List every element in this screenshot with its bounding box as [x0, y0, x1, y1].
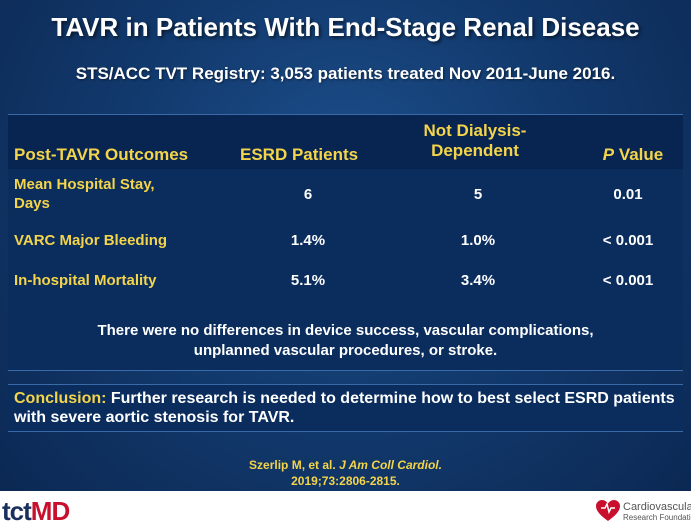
- outcomes-table: Post-TAVR Outcomes ESRD Patients Not Dia…: [8, 114, 683, 371]
- row-esrd-value: 5.1%: [290, 272, 326, 289]
- tctmd-logo-tct: tct: [2, 496, 32, 526]
- tctmd-logo: tctMD: [2, 496, 70, 527]
- table-row: In-hospital Mortality 5.1% 3.4% < 0.001: [8, 263, 683, 303]
- table-header: Post-TAVR Outcomes ESRD Patients Not Dia…: [8, 115, 683, 169]
- citation-line1: Szerlip M, et al. J Am Coll Cardiol.: [0, 457, 691, 473]
- citation-authors: Szerlip M, et al.: [249, 458, 340, 472]
- citation: Szerlip M, et al. J Am Coll Cardiol. 201…: [0, 457, 691, 489]
- row-not-dialysis-value: 5: [473, 186, 483, 203]
- heart-icon: [596, 500, 620, 521]
- conclusion-lead: Conclusion:: [14, 390, 107, 407]
- row-label-line2: Days: [14, 195, 50, 212]
- header-not-dialysis-line2: Dependent: [431, 141, 519, 160]
- header-p-rest: Value: [614, 145, 664, 164]
- row-esrd-value: 6: [303, 186, 313, 203]
- crf-logo-sub: Research Foundation: [623, 513, 691, 522]
- conclusion-text: Further research is needed to determine …: [14, 390, 675, 426]
- row-label: Mean Hospital Stay, Days: [14, 175, 155, 213]
- citation-journal: J Am Coll Cardiol.: [339, 458, 442, 472]
- header-not-dialysis: Not Dialysis- Dependent: [400, 121, 550, 161]
- row-not-dialysis-value: 1.0%: [460, 232, 496, 249]
- table-note: There were no differences in device succ…: [8, 321, 683, 361]
- slide-title: TAVR in Patients With End-Stage Renal Di…: [51, 12, 640, 42]
- header-outcomes: Post-TAVR Outcomes: [14, 145, 189, 164]
- footer-bar: tctMD Cardiovascular Research Foundation: [0, 491, 691, 532]
- header-not-dialysis-line1: Not Dialysis-: [423, 121, 527, 140]
- row-p-value: 0.01: [613, 186, 643, 203]
- table-row: Mean Hospital Stay, Days 6 5 0.01: [8, 173, 683, 213]
- table-row: VARC Major Bleeding 1.4% 1.0% < 0.001: [8, 223, 683, 263]
- table-note-line1: There were no differences in device succ…: [97, 322, 594, 339]
- crf-logo-name: Cardiovascular: [623, 501, 691, 513]
- table-note-line2: unplanned vascular procedures, or stroke…: [193, 342, 498, 359]
- crf-logo: Cardiovascular Research Foundation: [595, 497, 691, 527]
- slide-subtitle: STS/ACC TVT Registry: 3,053 patients tre…: [75, 64, 616, 83]
- row-esrd-value: 1.4%: [290, 232, 326, 249]
- tctmd-logo-md: MD: [30, 496, 70, 526]
- conclusion-box: Conclusion: Further research is needed t…: [8, 384, 683, 432]
- row-not-dialysis-value: 3.4%: [460, 272, 496, 289]
- row-p-value: < 0.001: [602, 232, 654, 249]
- header-esrd: ESRD Patients: [240, 145, 359, 164]
- header-p-italic: P: [602, 145, 615, 164]
- row-label: In-hospital Mortality: [14, 272, 157, 289]
- row-label-line1: Mean Hospital Stay,: [14, 176, 155, 193]
- header-p-value: P Value: [588, 145, 678, 165]
- row-p-value: < 0.001: [602, 272, 654, 289]
- citation-ref: 2019;73:2806-2815.: [291, 474, 400, 488]
- row-label: VARC Major Bleeding: [14, 232, 168, 249]
